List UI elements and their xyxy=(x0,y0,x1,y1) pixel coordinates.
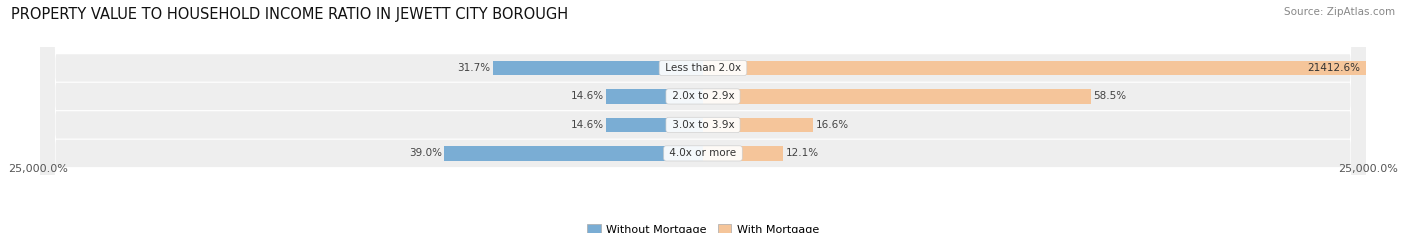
FancyBboxPatch shape xyxy=(41,0,1365,233)
Legend: Without Mortgage, With Mortgage: Without Mortgage, With Mortgage xyxy=(582,220,824,233)
Text: PROPERTY VALUE TO HOUSEHOLD INCOME RATIO IN JEWETT CITY BOROUGH: PROPERTY VALUE TO HOUSEHOLD INCOME RATIO… xyxy=(11,7,568,22)
Bar xyxy=(703,146,783,161)
Text: 25,000.0%: 25,000.0% xyxy=(8,164,69,174)
Text: 2.0x to 2.9x: 2.0x to 2.9x xyxy=(669,91,737,101)
Text: 12.1%: 12.1% xyxy=(786,148,818,158)
Text: 4.0x or more: 4.0x or more xyxy=(666,148,740,158)
Bar xyxy=(444,146,703,161)
Text: 39.0%: 39.0% xyxy=(409,148,441,158)
Text: 3.0x to 3.9x: 3.0x to 3.9x xyxy=(669,120,737,130)
Text: 16.6%: 16.6% xyxy=(815,120,849,130)
Bar xyxy=(703,61,1365,75)
Text: 21412.6%: 21412.6% xyxy=(1308,63,1361,73)
Text: Less than 2.0x: Less than 2.0x xyxy=(662,63,744,73)
Text: 14.6%: 14.6% xyxy=(571,120,603,130)
Text: 25,000.0%: 25,000.0% xyxy=(1337,164,1398,174)
Bar xyxy=(703,89,1091,104)
Text: 14.6%: 14.6% xyxy=(571,91,603,101)
FancyBboxPatch shape xyxy=(41,0,1365,233)
Text: 31.7%: 31.7% xyxy=(457,63,491,73)
Text: Source: ZipAtlas.com: Source: ZipAtlas.com xyxy=(1284,7,1395,17)
FancyBboxPatch shape xyxy=(41,0,1365,233)
Bar xyxy=(494,61,703,75)
Text: 58.5%: 58.5% xyxy=(1094,91,1126,101)
FancyBboxPatch shape xyxy=(41,0,1365,233)
Bar xyxy=(606,89,703,104)
Bar xyxy=(703,117,813,132)
Bar xyxy=(606,117,703,132)
